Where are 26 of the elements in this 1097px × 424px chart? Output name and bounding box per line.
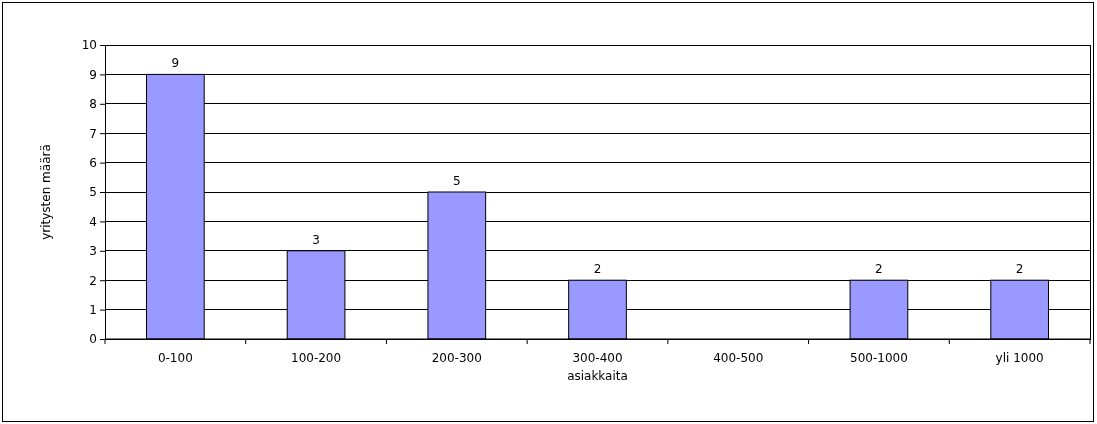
y-tick-label: 0 xyxy=(89,332,97,347)
y-tick-label: 6 xyxy=(89,155,97,170)
data-label: 2 xyxy=(875,262,883,277)
y-tick-label: 7 xyxy=(89,126,97,141)
y-tick-label: 5 xyxy=(89,185,97,200)
y-tick-label: 8 xyxy=(89,97,97,112)
x-tick-label: 500-1000 xyxy=(850,351,908,365)
data-label: 5 xyxy=(452,174,461,188)
x-tick-label: 200-300 xyxy=(431,351,482,365)
y-tick-label: 9 xyxy=(89,67,97,82)
x-axis-title: asiakkaita xyxy=(567,369,628,383)
x-tick-label: yli 1000 xyxy=(995,351,1044,365)
data-label: 2 xyxy=(593,262,602,277)
y-tick-label: 1 xyxy=(89,302,97,317)
x-tick-label: 400-500 xyxy=(713,351,764,365)
y-tick-label: 3 xyxy=(89,244,97,259)
x-tick-label: 100-200 xyxy=(291,351,342,365)
y-tick-label: 2 xyxy=(89,273,97,288)
x-tick-label: 300-400 xyxy=(572,351,623,365)
y-axis-title: yritysten määrä xyxy=(39,144,53,240)
y-tick-label: 4 xyxy=(89,214,97,229)
x-tick-label: 0-100 xyxy=(157,351,193,365)
data-label: 9 xyxy=(171,56,180,71)
data-label: 3 xyxy=(312,232,320,247)
y-tick-label: 10 xyxy=(81,38,97,53)
data-label: 2 xyxy=(1015,262,1024,277)
